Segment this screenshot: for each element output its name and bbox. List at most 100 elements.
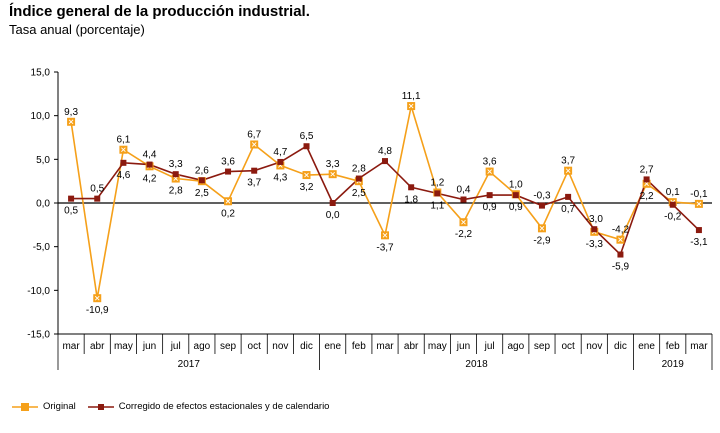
data-point-corregido [303,143,310,150]
data-point-corregido [512,192,519,199]
x-tick-label: abr [404,341,419,352]
data-label-corregido: -3,1 [690,237,708,248]
data-point-corregido [695,227,702,234]
data-point-corregido [460,196,467,203]
data-label-corregido: 3,3 [169,159,183,170]
data-point-corregido [68,195,75,202]
x-tick-label: dic [614,341,627,352]
data-point-original-cross [121,147,126,153]
x-tick-label: may [114,341,133,352]
data-label-original: -3,3 [586,239,604,250]
data-point-original-cross [68,119,74,125]
data-point-corregido [538,202,545,209]
x-tick-label: ago [507,341,524,352]
data-point-corregido [120,159,127,166]
data-label-original: 6,1 [116,135,130,146]
x-tick-label: nov [586,341,602,352]
x-tick-label: feb [352,341,366,352]
data-point-original-cross [539,226,545,231]
data-point-original-cross [304,172,309,178]
data-label-corregido: 1,1 [430,200,444,211]
x-tick-label: sep [534,341,551,352]
data-label-original: 2,5 [352,188,366,199]
x-tick-label: nov [272,341,288,352]
data-point-corregido [434,190,441,197]
x-tick-label: sep [220,341,237,352]
data-label-original: 9,3 [64,107,78,118]
y-tick-label: 15,0 [31,68,51,79]
x-tick-label: jun [142,341,156,352]
data-label-original: 6,7 [247,129,261,140]
data-label-original: -2,2 [455,229,473,240]
data-point-corregido [146,161,153,168]
legend-label-corregido: Corregido de efectos estacionales y de c… [118,401,330,412]
data-label-original: 2,8 [169,186,183,197]
y-tick-label: -15,0 [27,330,50,341]
data-label-corregido: 2,6 [195,165,209,176]
data-label-corregido: 4,4 [143,150,157,161]
data-point-corregido [617,251,624,258]
data-point-original-cross [696,201,702,207]
data-point-original-cross [94,295,100,301]
data-label-original: 0,2 [221,208,235,219]
data-label-corregido: 3,6 [221,157,235,168]
data-point-original-cross [251,142,257,147]
data-label-corregido: 2,8 [352,164,366,175]
year-label: 2017 [178,359,201,370]
x-tick-label: ene [638,341,655,352]
data-label-original: 4,3 [273,172,287,183]
data-point-original-cross [382,232,388,238]
year-label: 2018 [465,359,488,370]
legend-item-corregido: Corregido de efectos estacionales y de c… [87,401,330,412]
year-label: 2019 [662,359,685,370]
data-label-corregido: 3,7 [247,178,261,189]
data-label-corregido: -3,0 [586,214,604,225]
data-point-corregido [591,226,598,233]
data-label-corregido: 2,7 [640,164,654,175]
data-point-corregido [251,167,258,174]
y-tick-label: -10,0 [27,286,50,297]
data-label-original: -10,9 [86,305,109,316]
legend-swatch-corregido [87,403,114,410]
x-tick-label: jun [456,341,470,352]
x-tick-label: may [428,341,447,352]
data-point-original-cross [565,168,571,174]
data-point-corregido [329,200,336,206]
data-point-corregido [198,177,205,184]
legend-label-original: Original [43,401,76,412]
x-tick-label: mar [376,341,394,352]
data-point-corregido [94,195,101,202]
data-label-corregido: 0,4 [457,185,471,196]
data-label-original: 2,2 [640,191,654,202]
x-tick-label: feb [666,341,680,352]
data-label-corregido: 4,6 [116,170,130,181]
data-label-corregido: 0,7 [561,204,575,215]
x-tick-label: jul [170,341,181,352]
legend-swatch-original [12,402,38,411]
data-point-corregido [382,158,388,165]
y-tick-label: 0,0 [36,199,50,210]
data-label-corregido: 0,5 [64,206,78,217]
data-point-original-cross [644,181,649,187]
series-line-original [70,105,699,299]
chart-title: Índice general de la producción industri… [9,3,310,20]
data-label-original: 3,6 [483,157,497,168]
x-tick-label: dic [300,341,313,352]
data-label-original: 1,0 [509,179,523,190]
data-label-original: -2,9 [533,235,551,246]
data-point-corregido [408,184,415,191]
x-tick-label: mar [690,341,708,352]
data-point-original-cross [487,169,492,174]
data-point-original-cross [408,103,414,109]
data-point-original-cross [618,237,623,242]
data-label-corregido: 0,9 [509,202,523,213]
data-label-corregido: 0,5 [90,184,104,195]
data-point-corregido [565,193,572,200]
data-label-corregido: 4,7 [273,147,287,158]
data-point-original-cross [461,219,466,225]
data-label-corregido: 4,8 [378,146,392,157]
data-label-corregido: 0,9 [483,202,497,213]
y-tick-label: 5,0 [36,155,50,166]
data-label-corregido: 0,0 [326,210,340,221]
